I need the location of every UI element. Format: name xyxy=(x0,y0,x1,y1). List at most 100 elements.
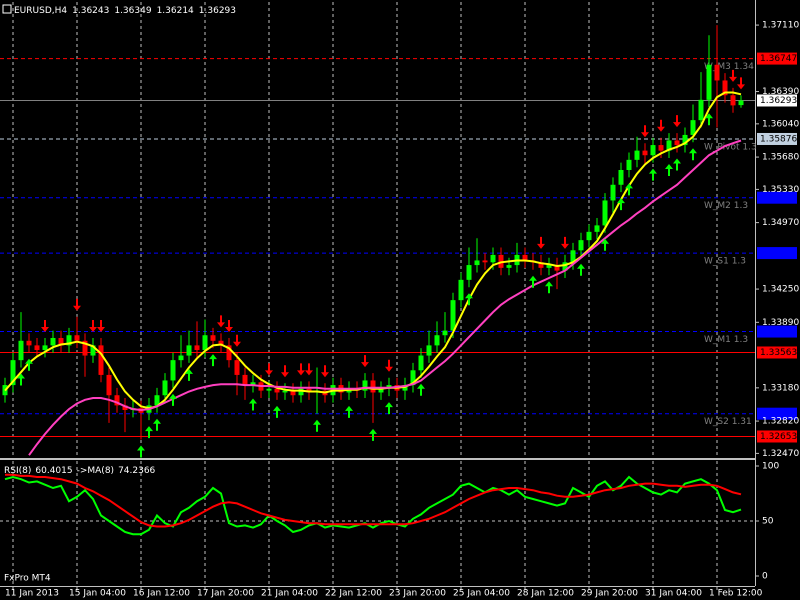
y-tick-label: 1.35330 xyxy=(762,185,799,195)
candle-body xyxy=(186,345,192,356)
candle-body xyxy=(698,99,704,121)
candle-body xyxy=(370,380,376,393)
level-box xyxy=(757,52,797,65)
signal-arrow xyxy=(25,358,33,371)
candle-body xyxy=(250,382,256,386)
signal-arrow xyxy=(689,148,697,161)
y-tick-label: 100 xyxy=(762,462,779,472)
text-layer: FxPro MT4 11 Jan 2013 15 Jan 04:00 16 Jan … xyxy=(2,4,799,599)
candle-body xyxy=(634,150,640,160)
candle-body xyxy=(626,159,632,170)
ohlc-value: 1.36214 xyxy=(157,6,194,16)
candle-body xyxy=(82,340,88,356)
x-tick-label: 16 Jan 12:00 xyxy=(133,589,190,599)
y-tick-label: 1.34250 xyxy=(762,285,799,295)
candle-body xyxy=(714,64,720,81)
x-tick-label: 23 Jan 20:00 xyxy=(389,589,446,599)
candle-body xyxy=(594,225,600,232)
symbol: EURUSD,H4 xyxy=(14,6,67,16)
candle-body xyxy=(274,388,280,393)
level-name: W_S2 1.31 xyxy=(704,417,752,427)
signal-arrow xyxy=(209,354,217,367)
candle-body xyxy=(474,260,480,266)
ohlc-value: 1.36293 xyxy=(199,6,236,16)
candle-body xyxy=(482,260,488,263)
rsi-value: 60.4015 xyxy=(35,466,72,476)
candle-body xyxy=(730,95,736,106)
y-tick-label: 1.32820 xyxy=(762,417,799,427)
candle-body xyxy=(658,145,664,151)
x-tick-label: 28 Jan 12:00 xyxy=(517,589,574,599)
rsi-ma-value: 74.2366 xyxy=(118,466,155,476)
levels-layer: W_M3 1.34 1.36747 W_Pivot 1.31.35876 W_M2 1… xyxy=(0,52,797,443)
candle-body xyxy=(506,265,512,268)
signal-arrow xyxy=(273,405,281,418)
candle-body xyxy=(690,120,696,135)
candle-body xyxy=(218,340,224,346)
level-box xyxy=(757,191,797,204)
y-tick-label: 1.36040 xyxy=(762,119,799,129)
signal-arrow xyxy=(705,113,713,126)
candle-body xyxy=(66,335,72,346)
candle-body xyxy=(74,335,80,341)
level-name: W_M1 1.3 xyxy=(704,335,748,345)
level-name: W_Pivot 1.3 xyxy=(704,142,757,152)
y-tick-label: 1.33180 xyxy=(762,383,799,393)
y-tick-label: 1.33890 xyxy=(762,318,799,328)
candle-body xyxy=(586,231,592,241)
lines-layer xyxy=(4,69,745,536)
rsi-title: RSI(8) xyxy=(4,466,31,476)
x-tick-label: 21 Jan 04:00 xyxy=(261,589,318,599)
candle-body xyxy=(18,340,24,361)
x-tick-label: 31 Jan 04:00 xyxy=(645,589,702,599)
candle-body xyxy=(34,345,40,350)
level-box xyxy=(757,247,797,260)
candle-body xyxy=(50,338,56,346)
candle-body xyxy=(722,80,728,96)
candle-body xyxy=(546,265,552,268)
y-tick-label: 1.32470 xyxy=(762,449,799,459)
candle-body xyxy=(290,390,296,396)
rsi-header: RSI(8) 60.4015 ->MA(8) 74.2366 xyxy=(4,466,156,476)
candle-body xyxy=(442,330,448,336)
x-tick-label: 25 Jan 04:00 xyxy=(453,589,510,599)
x-tick-label: 29 Jan 20:00 xyxy=(581,589,638,599)
signal-arrow xyxy=(225,320,233,332)
signal-arrow xyxy=(529,275,537,288)
candle-body xyxy=(426,345,432,356)
signal-arrow xyxy=(641,125,649,138)
signal-arrow xyxy=(265,363,273,376)
rsi-ma-title: ->MA(8) xyxy=(77,466,114,476)
level-label: 1.33563 xyxy=(760,348,797,358)
signal-arrow xyxy=(537,236,545,249)
y-tick-label: 1.34970 xyxy=(762,218,799,228)
candle-body xyxy=(202,335,208,350)
signal-arrow xyxy=(281,365,289,378)
candle-body xyxy=(298,388,304,396)
candle-body xyxy=(362,380,368,391)
y-tick-label: 50 xyxy=(762,517,774,527)
candle-body xyxy=(58,338,64,346)
candle-body xyxy=(194,345,200,350)
signal-arrow xyxy=(729,69,737,82)
x-tick-label: 15 Jan 04:00 xyxy=(69,589,126,599)
signal-arrow xyxy=(545,281,553,294)
candle-body xyxy=(538,262,544,268)
candle-body xyxy=(490,254,496,263)
y-tick-label: 1.35680 xyxy=(762,153,799,163)
signal-arrow xyxy=(617,198,625,211)
candle-body xyxy=(122,405,128,410)
candle-body xyxy=(562,262,568,271)
signal-arrow xyxy=(313,419,321,432)
candle-body xyxy=(682,134,688,146)
candle-body xyxy=(10,360,16,386)
ohlc-value: 1.36243 xyxy=(72,6,109,16)
signal-arrow xyxy=(169,393,177,406)
symbol-icon xyxy=(2,4,12,14)
signal-arrow xyxy=(233,334,241,347)
signal-arrow xyxy=(137,445,145,458)
signal-arrow xyxy=(321,365,329,378)
